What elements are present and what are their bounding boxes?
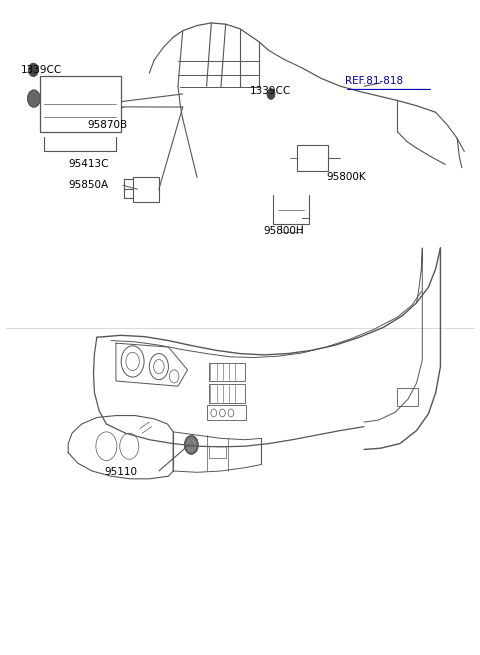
Bar (206, 405, 246, 420)
Circle shape (267, 89, 275, 99)
Text: 95800K: 95800K (326, 172, 366, 183)
Text: 95870B: 95870B (87, 121, 127, 130)
Bar (209, 363, 245, 381)
Bar (397, 388, 418, 405)
Text: 95110: 95110 (104, 467, 137, 477)
Text: REF.81-818: REF.81-818 (345, 76, 403, 86)
Text: 95850A: 95850A (68, 180, 108, 191)
Bar (209, 446, 226, 458)
Circle shape (28, 90, 40, 107)
Bar (132, 177, 159, 202)
Text: 95800H: 95800H (264, 226, 304, 236)
Circle shape (185, 436, 198, 454)
Bar (39, 77, 120, 132)
Text: 1339CC: 1339CC (21, 65, 62, 75)
Bar (297, 145, 328, 171)
Text: 1339CC: 1339CC (250, 86, 291, 96)
Text: 95413C: 95413C (68, 159, 108, 170)
Bar (209, 384, 245, 403)
Circle shape (29, 64, 38, 77)
